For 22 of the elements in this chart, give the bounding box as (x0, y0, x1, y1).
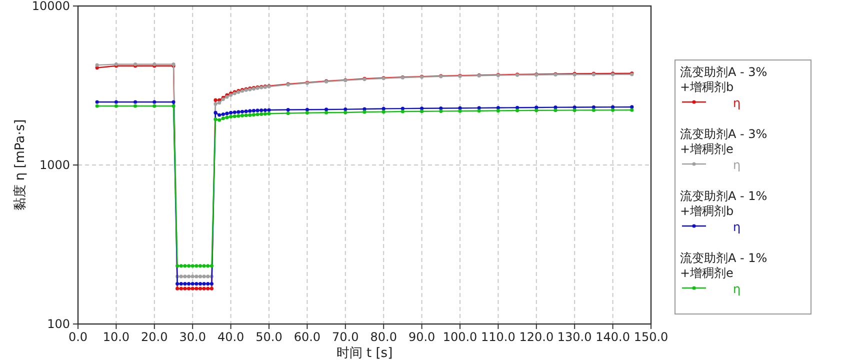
y-tick-label: 100 (47, 317, 70, 331)
x-tick-label: 80.0 (370, 330, 397, 344)
x-tick-label: 90.0 (408, 330, 436, 344)
x-tick-label: 0.0 (68, 330, 88, 344)
y-axis-title: 黏度 η [mPa·s] (12, 119, 28, 211)
x-tick-label: 140.0 (596, 330, 630, 344)
x-tick-label: 50.0 (256, 330, 282, 344)
x-tick-label: 120.0 (519, 330, 554, 344)
x-tick-label: 30.0 (179, 330, 206, 344)
legend: 流变助剂A - 3% +增稠剂b η 流变助剂A - 3% +增稠剂e η 流变助剂A - 1% +增稠剂b η 流变助剂A - 1% +增稠剂e η (674, 60, 812, 314)
y-tick-label: 1000 (39, 158, 70, 172)
x-tick-label: 20.0 (141, 330, 168, 344)
x-tick-label: 60.0 (294, 330, 321, 344)
x-tick-label: 70.0 (332, 330, 359, 344)
x-tick-label: 10.0 (102, 330, 130, 344)
y-tick-label: 10000 (32, 0, 70, 13)
x-tick-label: 40.0 (217, 330, 244, 344)
x-tick-label: 150.0 (634, 330, 668, 344)
x-axis-title: 时间 t [s] (336, 346, 393, 360)
x-tick-label: 130.0 (557, 330, 592, 344)
x-tick-label: 110.0 (481, 330, 516, 344)
x-tick-label: 100.0 (442, 330, 478, 344)
